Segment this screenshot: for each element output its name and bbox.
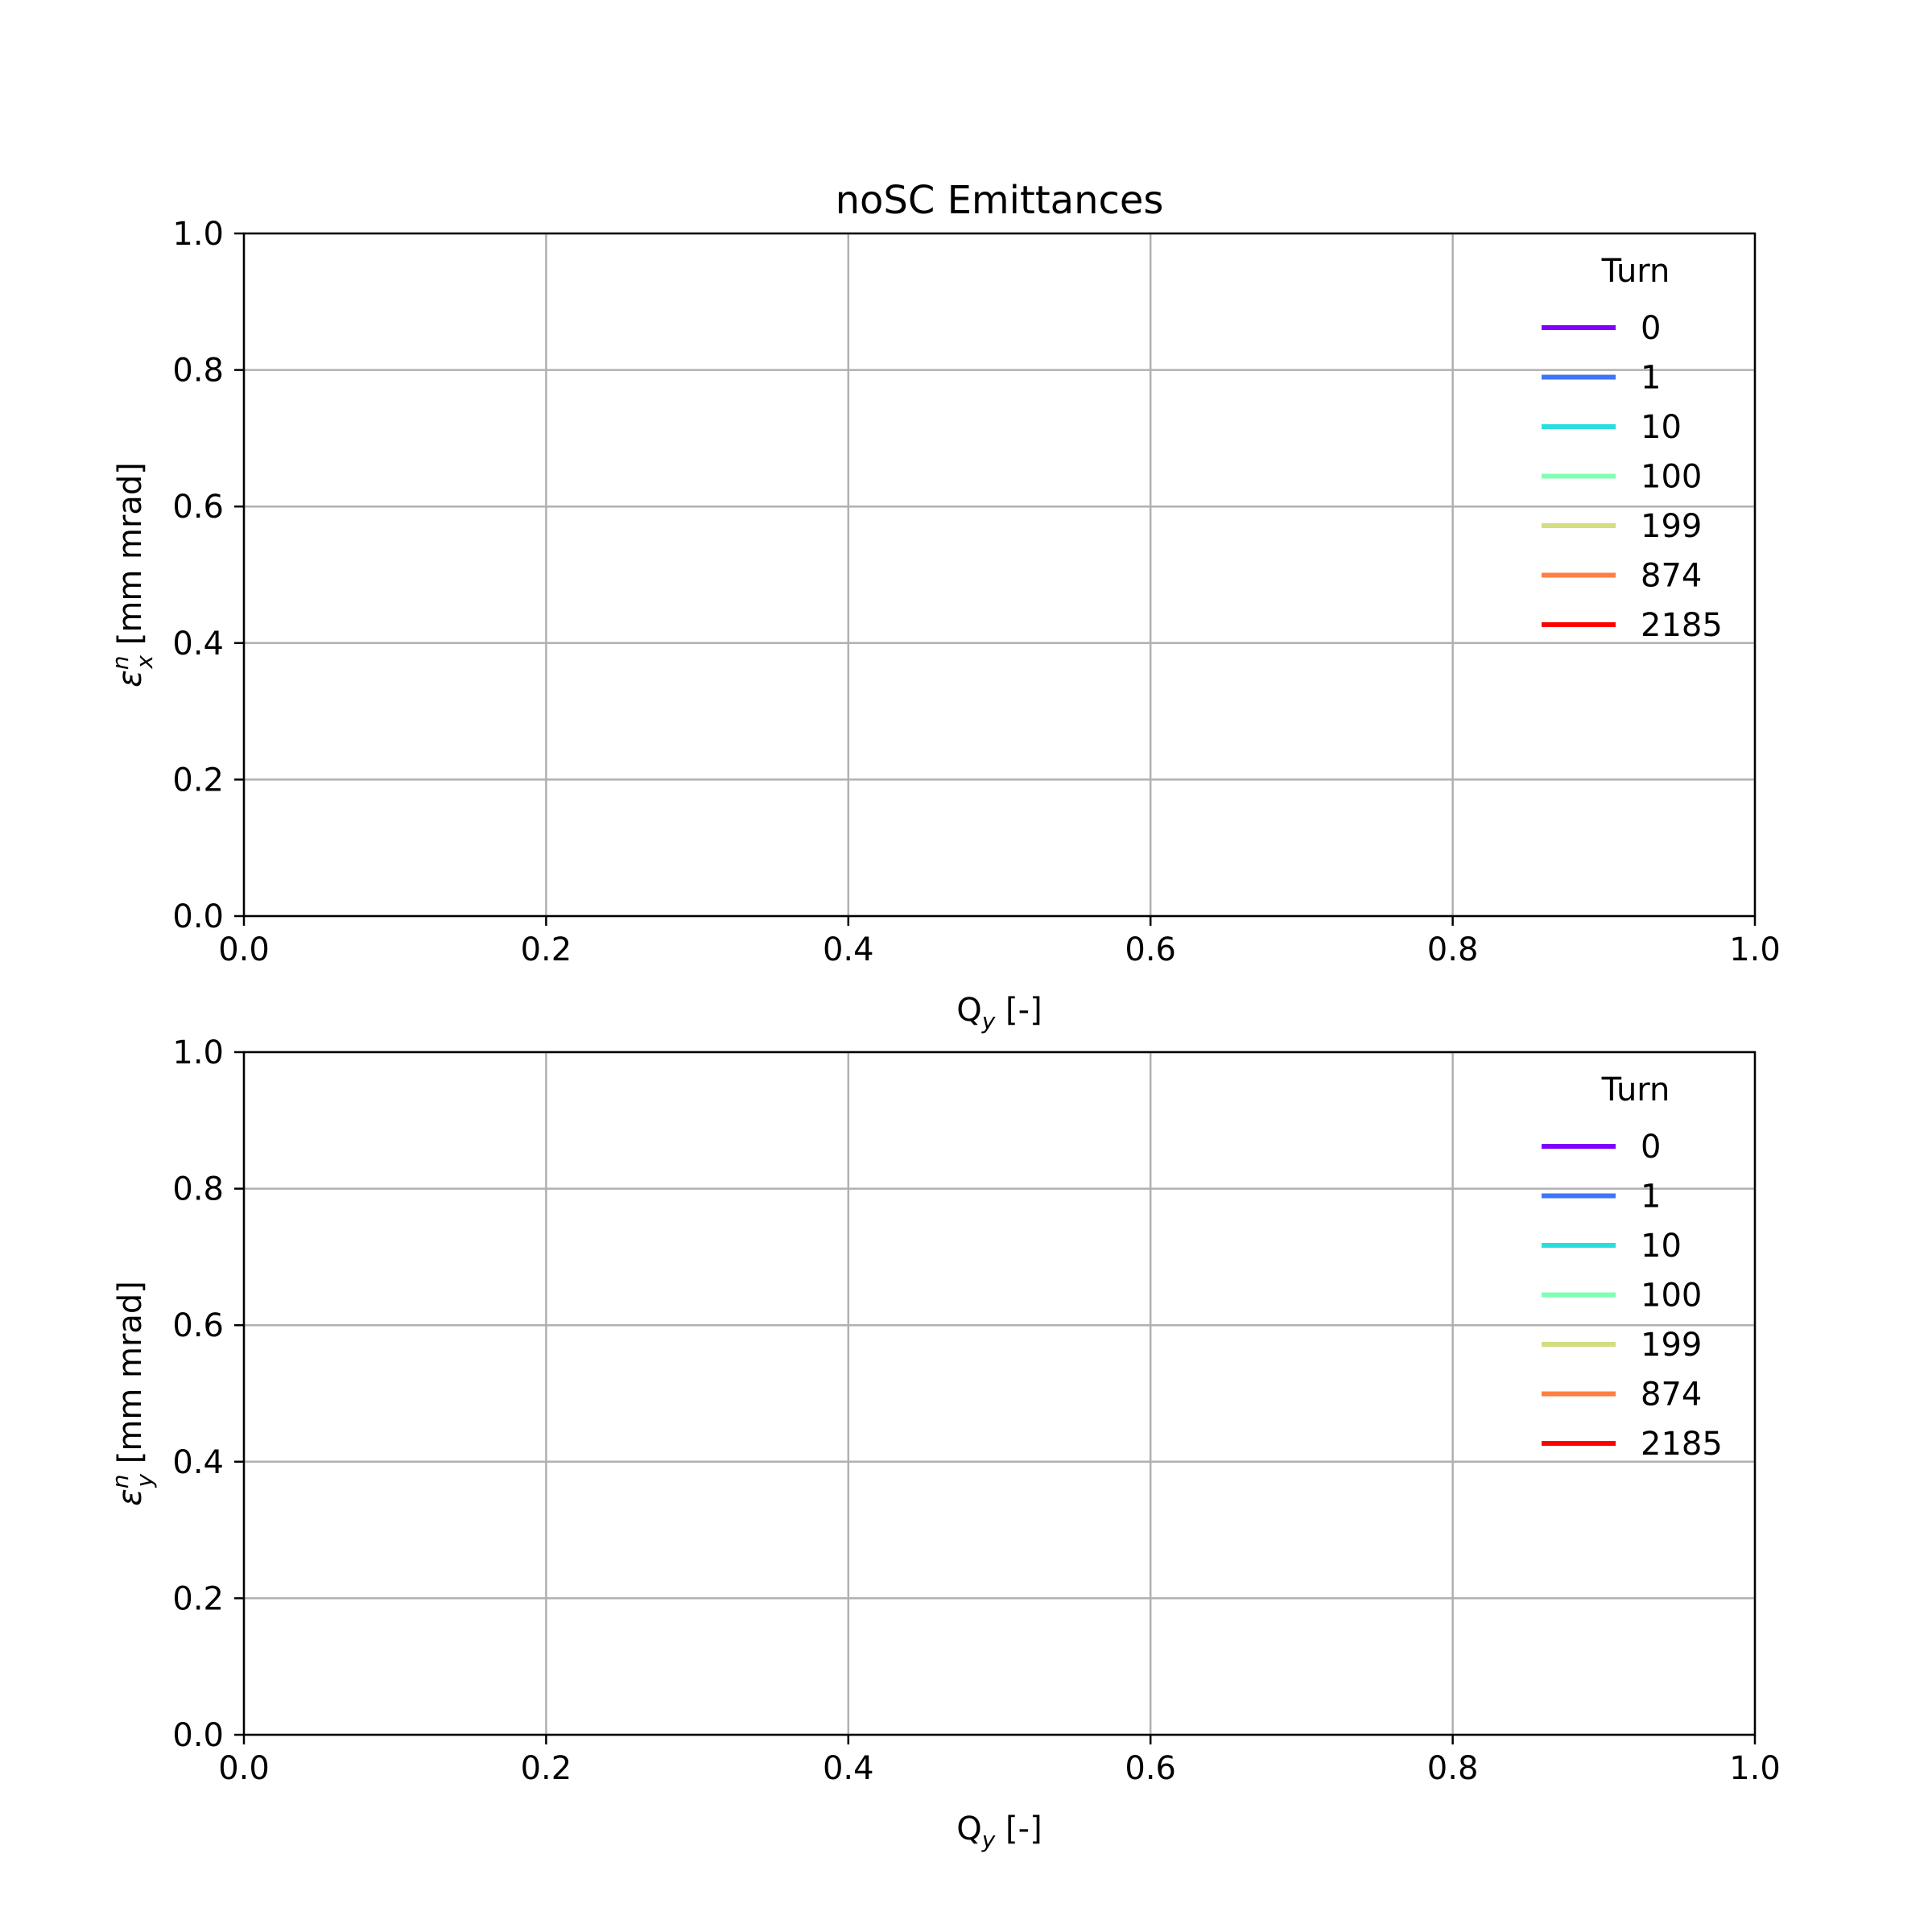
legend-label: 10 [1641,1228,1682,1265]
y-tick-label: 0.6 [172,1307,224,1344]
x-tick-label: 0.2 [521,931,572,968]
legend: Turn 0 1 10 100 199 874 2185 [1542,1071,1723,1463]
x-tick-label: 1.0 [1729,1750,1781,1787]
plot-frame [242,232,1757,918]
x-tick-label: 0.8 [1427,931,1479,968]
y-tick-label: 0.2 [172,1580,224,1617]
legend-title: Turn [1601,253,1670,290]
legend-label: 0 [1641,310,1661,347]
y-tick-label: 0.4 [172,1444,224,1481]
y-tick-label: 0.8 [172,353,224,390]
chart-title: noSC Emittances [836,178,1164,223]
x-tick-label: 0.8 [1427,1750,1479,1787]
legend-label: 1 [1641,1179,1661,1216]
y-tick-label: 0.0 [172,1717,224,1754]
y-tick-label: 0.4 [172,625,224,663]
chart-panel-1: 0.0 0.2 0.4 0.6 0.8 1.0 0.0 0.2 0.4 0.6 0.8 1.0 Qy [… [107,1034,1781,1853]
y-tick-label: 0.8 [172,1171,224,1208]
chart-panel-0: 0.0 0.2 0.4 0.6 0.8 1.0 0.0 0.2 0.4 0.6 0.8 1.0 noSC… [107,178,1781,1034]
x-tick-label: 0.4 [823,931,874,968]
y-tick-label: 0.0 [172,898,224,935]
y-axis-label: εny [mm mrad] [107,1281,158,1506]
legend-label: 199 [1641,1327,1702,1364]
x-tick-label: 0.0 [218,931,270,968]
x-axis-label: Qy [-] [956,1810,1042,1853]
legend: Turn 0 1 10 100 199 874 2185 [1542,253,1723,644]
x-tick-label: 0.6 [1125,931,1176,968]
legend-label: 100 [1641,459,1702,496]
y-tick-label: 0.6 [172,489,224,526]
legend-label: 0 [1641,1129,1661,1166]
legend-label: 10 [1641,409,1682,446]
legend-label: 199 [1641,508,1702,545]
y-tick-label: 1.0 [172,1034,224,1071]
x-tick-label: 0.4 [823,1750,874,1787]
x-axis-label: Qy [-] [956,992,1042,1034]
y-axis-label: εnx [mm mrad] [107,462,158,687]
x-tick-label: 1.0 [1729,931,1781,968]
legend-title: Turn [1601,1071,1670,1108]
plot-frame [242,1051,1757,1736]
y-tick-label: 1.0 [172,216,224,253]
legend-label: 2185 [1641,1426,1723,1463]
legend-label: 874 [1641,1377,1702,1414]
x-tick-label: 0.6 [1125,1750,1176,1787]
x-tick-label: 0.2 [521,1750,572,1787]
legend-label: 874 [1641,558,1702,595]
legend-label: 100 [1641,1278,1702,1315]
x-tick-label: 0.0 [218,1750,270,1787]
legend-label: 2185 [1641,607,1723,644]
legend-label: 1 [1641,360,1661,397]
y-tick-label: 0.2 [172,762,224,799]
